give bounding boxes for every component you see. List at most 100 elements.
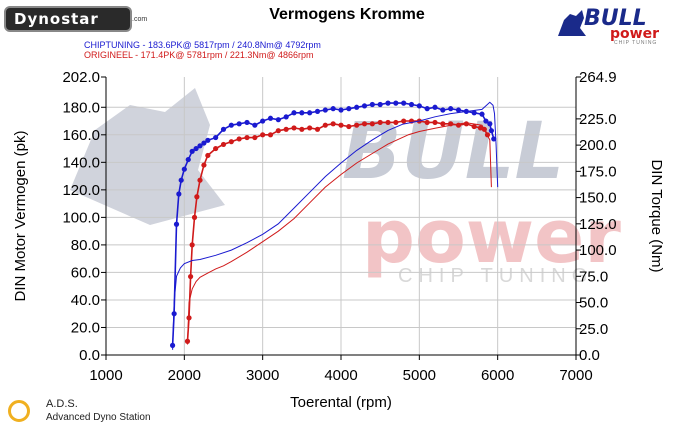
origineel-power-point [432, 119, 438, 126]
chiptuning-power-point [283, 114, 289, 120]
left-tick-label: 180.0 [62, 99, 100, 116]
origineel-power-point [228, 139, 234, 145]
origineel-power-point [260, 132, 266, 138]
bullpower-logo-line2: power [610, 26, 659, 42]
right-tick-label: 150.0 [579, 190, 617, 207]
chart-grid [106, 77, 576, 355]
bullpower-logo-line3: CHIP TUNING [614, 40, 658, 46]
origineel-power-point [236, 136, 242, 142]
x-tick-label: 3000 [246, 367, 279, 384]
chiptuning-power-point [201, 140, 207, 146]
left-tick-label: 80.0 [71, 237, 100, 254]
chiptuning-power-point [385, 100, 391, 106]
origineel-power-point [385, 119, 391, 126]
ads-footer: A.D.S. Advanced Dyno Station [8, 398, 188, 426]
left-tick-label: 140.0 [62, 154, 100, 171]
x-tick-label: 5000 [403, 367, 436, 384]
x-tick-label: 6000 [481, 367, 514, 384]
chiptuning-power-point [401, 100, 407, 106]
chiptuning-power-point [181, 166, 187, 172]
right-tick-label: 50.0 [579, 295, 608, 312]
origineel-power-point [346, 123, 352, 130]
left-tick-label: 0.0 [79, 347, 100, 364]
origineel-power-point [201, 162, 207, 168]
chiptuning-power-point [361, 103, 368, 109]
chiptuning-torque-line [172, 101, 499, 350]
chiptuning-power-point [440, 107, 446, 113]
right-axis-ticks: 0.0 25.0 50.0 75.0 100.0 125.0 150.0 175.0 200.0… [576, 69, 617, 364]
origineel-power-point [186, 315, 192, 321]
dynostar-logo-domain: .com [132, 16, 148, 23]
dynostar-logo-text: Dynostar [14, 10, 99, 28]
left-tick-label: 40.0 [71, 292, 100, 309]
chiptuning-power-point [260, 118, 266, 124]
origineel-power-point [283, 126, 289, 132]
chiptuning-power-point [346, 106, 352, 112]
left-tick-label: 202.0 [62, 69, 100, 86]
chiptuning-power-point [307, 110, 313, 116]
chiptuning-power-point [252, 122, 258, 128]
origineel-torque-line [187, 122, 492, 345]
chiptuning-power-point [205, 137, 211, 143]
chiptuning-power-point [487, 121, 493, 127]
origineel-power-point [213, 145, 219, 152]
dynostar-logo: Dynostar [4, 6, 132, 32]
chiptuning-power-point [322, 107, 328, 113]
left-tick-label: 60.0 [71, 264, 100, 281]
chiptuning-power-point [432, 104, 438, 110]
bull-head-icon [558, 10, 586, 36]
right-tick-label: 75.0 [579, 268, 608, 285]
left-tick-label: 100.0 [62, 209, 100, 226]
chiptuning-power-point [314, 108, 321, 115]
origineel-power-point [424, 119, 430, 126]
origineel-power-point [354, 122, 360, 128]
ads-subtitle: Advanced Dyno Station [46, 412, 151, 423]
chiptuning-power-point [354, 104, 360, 110]
chiptuning-power-point [483, 118, 489, 124]
origineel-power-point [197, 177, 203, 183]
origineel-power-point [275, 128, 281, 134]
right-tick-label: 200.0 [579, 137, 617, 154]
origineel-power-point [267, 132, 274, 138]
origineel-power-point [188, 273, 194, 280]
x-tick-label: 1000 [89, 367, 122, 384]
origineel-power-point [189, 242, 195, 248]
chiptuning-power-point [244, 119, 250, 126]
origineel-power-point [471, 123, 477, 130]
chiptuning-power-point [267, 115, 274, 121]
chiptuning-power-point [377, 101, 383, 108]
origineel-power-point [322, 122, 328, 128]
right-axis-label: DIN Torque (Nm) [648, 159, 665, 272]
bullpower-logo: BULL power CHIP TUNING [552, 4, 662, 48]
left-axis-ticks: 0.0 20.0 40.0 60.0 80.0 100.0 120.0 140.0 160.0 1… [62, 69, 106, 364]
chiptuning-power-point [393, 100, 399, 106]
left-tick-label: 120.0 [62, 182, 100, 199]
chiptuning-power-point [291, 110, 297, 116]
origineel-power-point [314, 126, 321, 132]
chiptuning-power-point [424, 106, 430, 112]
x-axis-ticks: 1000 2000 3000 4000 5000 6000 7000 [89, 355, 593, 384]
origineel-power-point [369, 121, 375, 127]
origineel-power-point [299, 126, 305, 132]
left-tick-label: 20.0 [71, 319, 100, 336]
origineel-power-point [401, 118, 407, 124]
chiptuning-power-point [275, 117, 281, 123]
chart-title: Vermogens Kromme [269, 6, 425, 23]
origineel-power-point [393, 119, 399, 126]
chiptuning-power-point [338, 107, 344, 113]
origineel-power-point [477, 125, 484, 131]
chiptuning-power-point [178, 177, 184, 183]
chiptuning-power-point [213, 134, 219, 141]
origineel-power-point [194, 194, 200, 200]
ads-title: A.D.S. [46, 398, 78, 410]
ads-logo-icon [8, 400, 30, 422]
right-tick-label: 175.0 [579, 163, 617, 180]
left-axis-label: DIN Motor Vermogen (pk) [12, 131, 29, 302]
origineel-power-point [440, 121, 446, 127]
watermark-line2: power [362, 194, 621, 280]
chiptuning-power-point [455, 107, 462, 113]
chiptuning-power-point [408, 101, 415, 108]
x-tick-label: 4000 [324, 367, 357, 384]
